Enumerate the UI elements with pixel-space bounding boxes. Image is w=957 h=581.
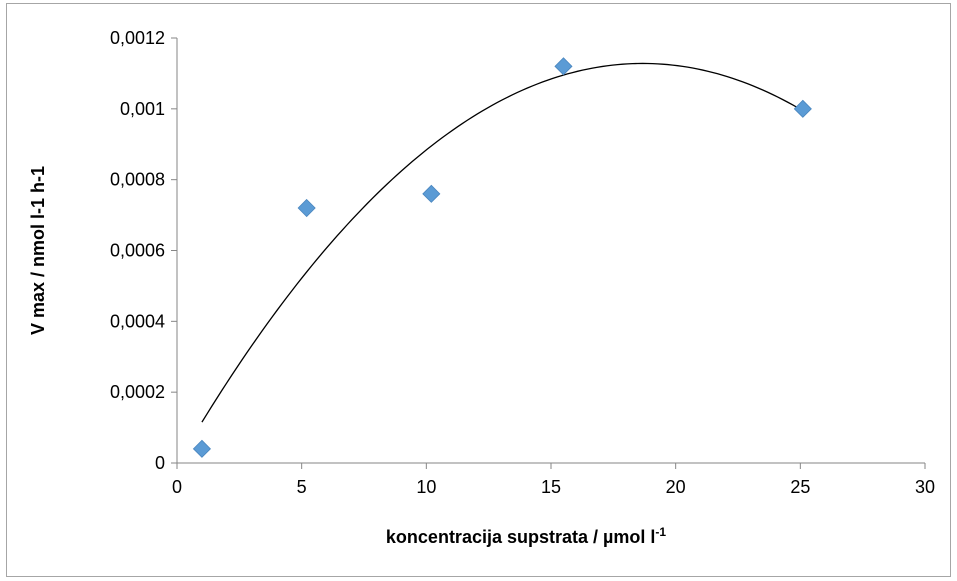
chart-area bbox=[6, 3, 951, 577]
data-point-marker bbox=[297, 198, 316, 218]
y-tick-label: 0,0012 bbox=[110, 28, 165, 48]
y-tick-label: 0,0006 bbox=[110, 241, 165, 261]
y-tick-label: 0,0008 bbox=[110, 170, 165, 190]
x-axis-title-main: koncentracija supstrata / µmol l bbox=[386, 527, 655, 547]
x-tick-label: 10 bbox=[416, 477, 436, 497]
data-points bbox=[192, 57, 812, 458]
axes bbox=[176, 38, 925, 464]
y-tick-label: 0,0002 bbox=[110, 382, 165, 402]
x-axis-title: koncentracija supstrata / µmol l-1 bbox=[386, 525, 666, 547]
data-point-marker bbox=[793, 99, 812, 118]
x-axis-title-superscript: -1 bbox=[655, 525, 666, 539]
y-tick-label: 0,001 bbox=[120, 99, 165, 119]
data-point-marker bbox=[422, 184, 441, 203]
data-point-marker bbox=[554, 57, 573, 76]
y-axis-title: V max / nmol l-1 h-1 bbox=[28, 166, 48, 335]
x-tick-label: 30 bbox=[915, 477, 935, 497]
x-tick-label: 0 bbox=[172, 477, 182, 497]
x-tick-label: 20 bbox=[666, 477, 686, 497]
x-tick-label: 25 bbox=[790, 477, 810, 497]
x-tick-label: 15 bbox=[541, 477, 561, 497]
ticks: 0 0,0002 0,0004 0,0006 0,0008 0,001 0,0012 0 5 10… bbox=[110, 28, 935, 497]
trendline bbox=[201, 62, 804, 423]
y-tick-label: 0,0004 bbox=[110, 311, 165, 331]
y-tick-label: 0 bbox=[155, 453, 165, 473]
x-tick-label: 5 bbox=[297, 477, 307, 497]
data-point-marker bbox=[192, 439, 211, 458]
